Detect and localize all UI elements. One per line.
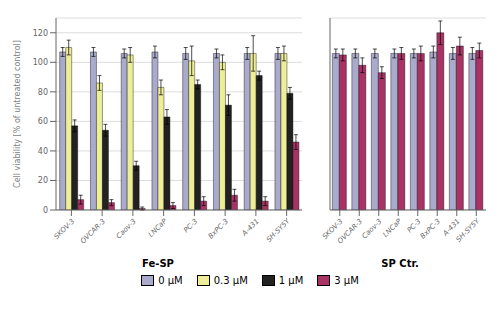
svg-text:Caov-3: Caov-3 xyxy=(361,217,384,240)
svg-text:A-431: A-431 xyxy=(441,217,462,238)
svg-text:SKOV-3: SKOV-3 xyxy=(321,217,345,241)
svg-text:Caov-3: Caov-3 xyxy=(115,217,138,240)
svg-text:Cell viability [% of untreated: Cell viability [% of untreated control] xyxy=(13,40,22,188)
svg-text:SH-SY5Y: SH-SY5Y xyxy=(455,217,482,244)
svg-text:BxPC-3: BxPC-3 xyxy=(419,217,442,240)
html-text:3 μM: 3 μM xyxy=(334,275,359,286)
svg-text:LNCaP: LNCaP xyxy=(147,217,169,239)
html-text:0.3 μM: 0.3 μM xyxy=(213,275,248,286)
svg-text:A-431: A-431 xyxy=(240,217,261,238)
svg-text:20: 20 xyxy=(38,176,48,185)
svg-text:LNCaP: LNCaP xyxy=(382,217,404,239)
svg-text:100: 100 xyxy=(33,58,48,67)
svg-text:BxPC-3: BxPC-3 xyxy=(207,217,230,240)
svg-text:SH-SY5Y: SH-SY5Y xyxy=(265,217,292,244)
html-text:1 μM: 1 μM xyxy=(278,275,304,286)
svg-text:120: 120 xyxy=(33,29,48,38)
svg-text:OVCAR-3: OVCAR-3 xyxy=(79,217,107,245)
html-text:0 μM: 0 μM xyxy=(158,275,183,286)
svg-text:SKOV-3: SKOV-3 xyxy=(53,217,77,241)
svg-text:40: 40 xyxy=(38,147,48,156)
html-text:SP Ctr.: SP Ctr. xyxy=(381,258,419,269)
svg-text:PC-3: PC-3 xyxy=(182,217,199,234)
html-text:Fe-SP: Fe-SP xyxy=(142,258,174,269)
svg-text:PC-3: PC-3 xyxy=(406,217,423,234)
svg-text:80: 80 xyxy=(38,88,48,97)
svg-text:0: 0 xyxy=(43,206,48,215)
svg-text:OVCAR-3: OVCAR-3 xyxy=(336,217,364,245)
svg-text:60: 60 xyxy=(38,117,48,126)
